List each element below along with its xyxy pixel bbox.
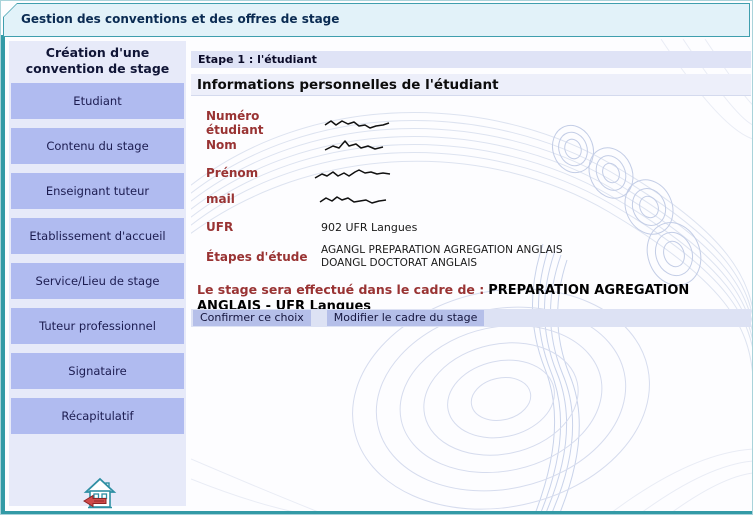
sidebar-item-enseignant-tuteur[interactable]: Enseignant tuteur xyxy=(11,173,184,209)
frame-bottom-edge xyxy=(1,511,752,514)
action-bar: Confirmer ce choix Modifier le cadre du … xyxy=(191,309,751,327)
sidebar-item-etablissement-accueil[interactable]: Etablissement d'accueil xyxy=(11,218,184,254)
sidebar: Création d'une convention de stage Etudi… xyxy=(9,41,186,509)
sidebar-item-service-lieu-de-stage[interactable]: Service/Lieu de stage xyxy=(11,263,184,299)
field-row-nom: Nom xyxy=(191,137,751,153)
field-label: UFR xyxy=(206,220,234,234)
section-title: Informations personnelles de l'étudiant xyxy=(197,76,499,93)
field-label: Prénom xyxy=(206,166,259,180)
stage-context-label: Le stage sera effectué dans le cadre de … xyxy=(197,282,485,297)
field-label: Numéro étudiant xyxy=(206,109,264,137)
etape-etude-line: AGANGL PREPARATION AGREGATION ANGLAIS xyxy=(321,244,563,256)
field-label: Nom xyxy=(206,138,237,152)
sidebar-item-recapitulatif[interactable]: Récapitulatif xyxy=(11,398,184,434)
field-value-redacted xyxy=(311,165,395,181)
modify-stage-frame-button[interactable]: Modifier le cadre du stage xyxy=(326,310,485,326)
sidebar-item-tuteur-professionnel[interactable]: Tuteur professionnel xyxy=(11,308,184,344)
field-label: mail xyxy=(206,192,235,206)
section-title-bar: Informations personnelles de l'étudiant xyxy=(191,74,751,96)
redaction-scribble-icon xyxy=(319,196,387,204)
field-row-ufr: UFR 902 UFR Langues xyxy=(191,220,751,234)
main-content: Etape 1 : l'étudiant Informations person… xyxy=(191,39,752,513)
sidebar-item-contenu-du-stage[interactable]: Contenu du stage xyxy=(11,128,184,164)
field-value-redacted xyxy=(321,116,393,130)
redaction-scribble-icon xyxy=(324,140,384,151)
home-back-icon[interactable] xyxy=(83,477,117,511)
confirm-choice-button[interactable]: Confirmer ce choix xyxy=(193,310,311,326)
redaction-scribble-icon xyxy=(324,120,390,129)
app-title: Gestion des conventions et des offres de… xyxy=(21,12,340,26)
field-label: Étapes d'étude xyxy=(206,250,308,264)
field-row-mail: mail xyxy=(191,192,751,206)
field-row-prenom: Prénom xyxy=(191,165,751,181)
field-value-redacted xyxy=(316,192,392,206)
step-title-bar: Etape 1 : l'étudiant xyxy=(191,51,751,68)
field-row-numero-etudiant: Numéro étudiant xyxy=(191,109,751,137)
sidebar-item-etudiant[interactable]: Etudiant xyxy=(11,83,184,119)
sidebar-menu: Etudiant Contenu du stage Enseignant tut… xyxy=(11,83,184,443)
step-title: Etape 1 : l'étudiant xyxy=(198,53,317,66)
sidebar-item-signataire[interactable]: Signataire xyxy=(11,353,184,389)
field-value: 902 UFR Langues xyxy=(321,220,418,234)
field-value-redacted xyxy=(321,137,393,153)
field-value: AGANGL PREPARATION AGREGATION ANGLAIS DO… xyxy=(321,244,563,270)
app-header: Gestion des conventions et des offres de… xyxy=(3,3,750,37)
field-row-etapes-etude: Étapes d'étude AGANGL PREPARATION AGREGA… xyxy=(191,242,751,272)
redaction-scribble-icon xyxy=(314,169,391,179)
frame-left-edge xyxy=(1,35,5,514)
etape-etude-line: DOANGL DOCTORAT ANGLAIS xyxy=(321,257,478,269)
sidebar-title: Création d'une convention de stage xyxy=(25,45,170,76)
